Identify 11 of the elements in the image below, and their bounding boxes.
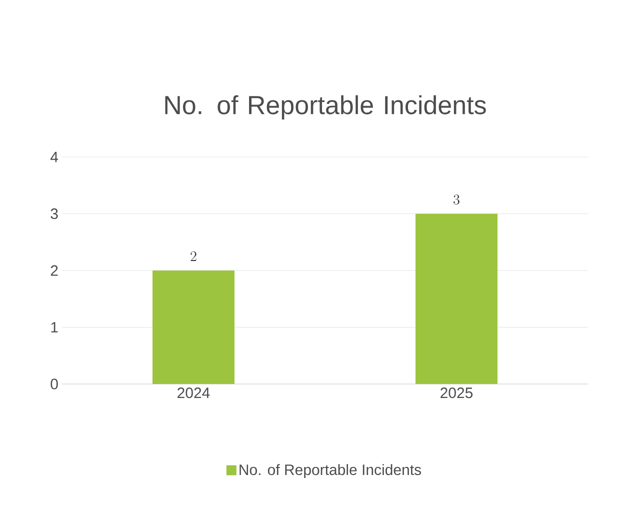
y-tick-label: 4 [50,152,58,162]
y-tick-label: 2 [50,265,58,276]
legend-label: No. of Reportable Incidents [240,464,422,478]
y-tick-label: 3 [50,208,58,220]
y-tick-label: 1 [51,322,58,332]
chart-title: No. of Reportable Incidents [165,95,486,120]
data-label: 2 [190,251,196,261]
y-tick-label: 0 [50,378,58,390]
data-label: 3 [454,194,460,205]
x-tick-label: 2024 [178,388,210,398]
x-tick-label: 2025 [440,388,473,398]
